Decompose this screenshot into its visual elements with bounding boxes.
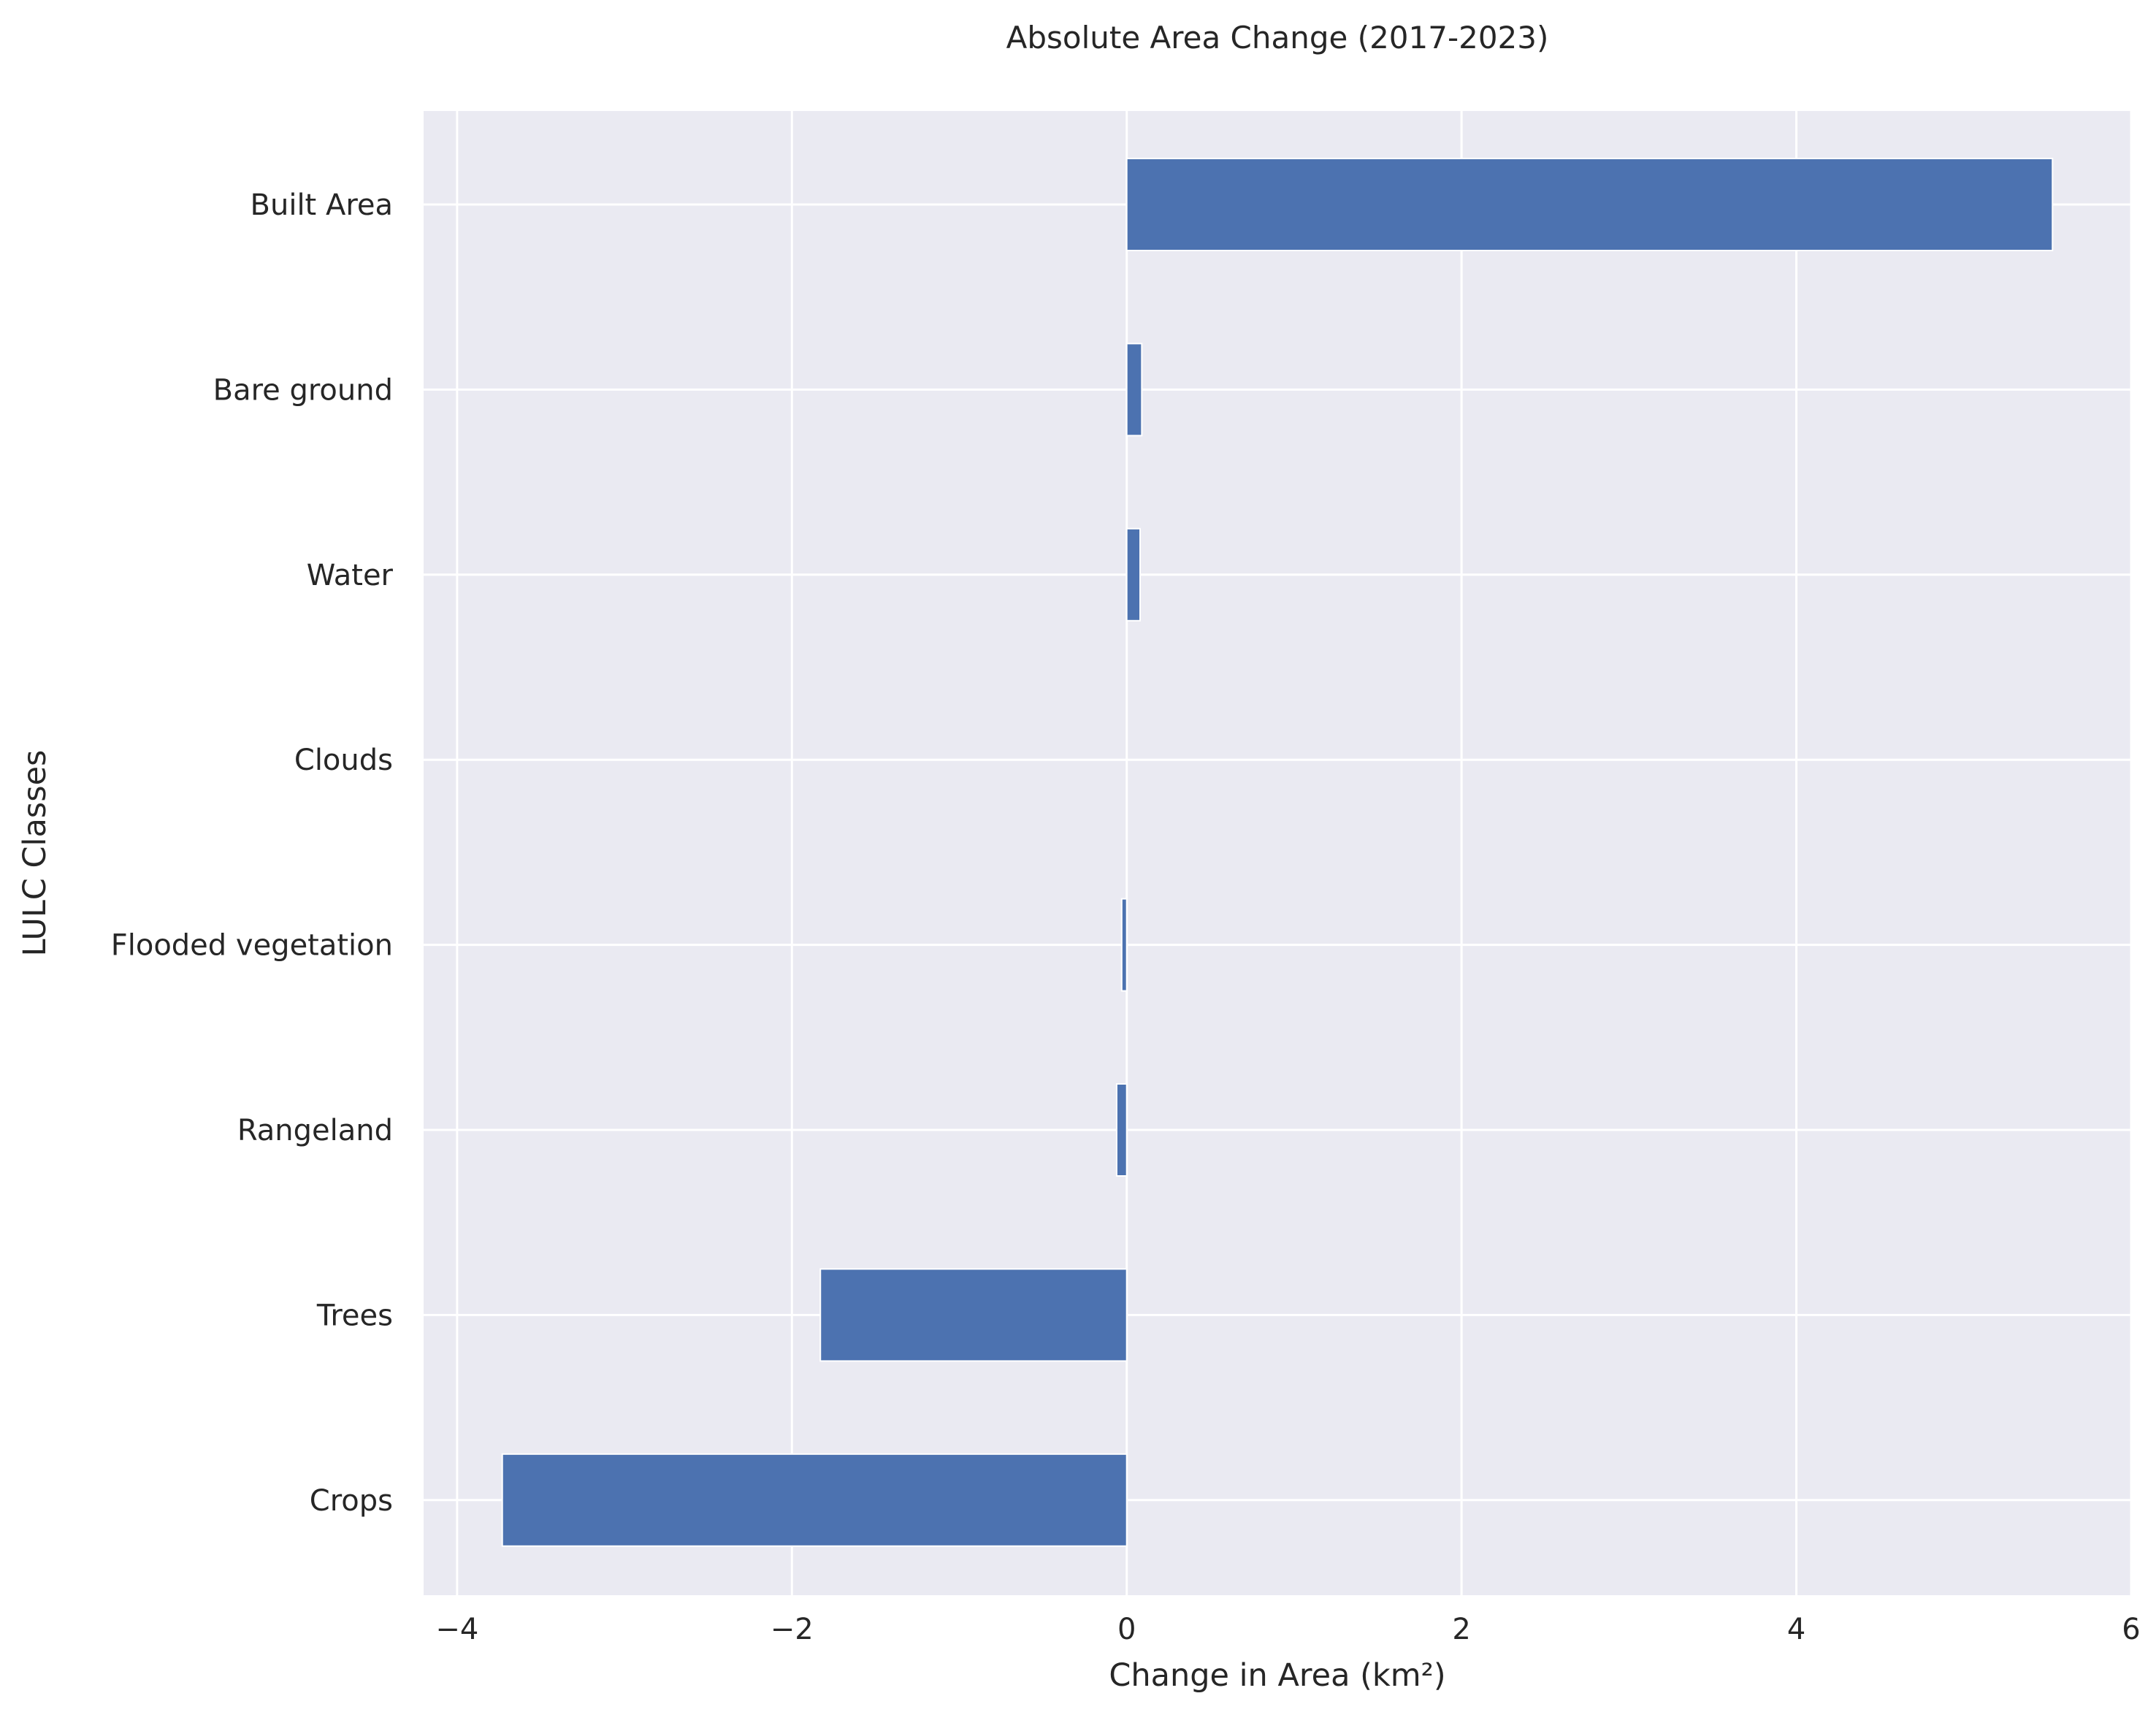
x-tick-labels: −4 −2 0 2 4 6 (435, 1613, 2140, 1646)
y-tick-label: Water (307, 559, 394, 592)
x-tick-label: 4 (1787, 1613, 1805, 1646)
bar-trees (819, 1268, 1128, 1362)
bar-water (1125, 527, 1142, 622)
y-tick-label: Clouds (294, 744, 393, 777)
x-tick-label: 0 (1117, 1613, 1136, 1646)
y-tick-label: Crops (310, 1484, 393, 1518)
x-tick-label: −4 (435, 1613, 478, 1646)
y-tick-label: Bare ground (213, 373, 393, 407)
bar-crops (501, 1453, 1128, 1547)
y-tick-label: Built Area (251, 188, 393, 222)
x-axis-label: Change in Area (km²) (1109, 1657, 1445, 1694)
bar-rangeland (1115, 1083, 1128, 1177)
bar-built-area (1125, 158, 2054, 251)
y-tick-label: Flooded vegetation (111, 929, 393, 963)
x-tick-label: 2 (1452, 1613, 1470, 1646)
bars (501, 158, 2054, 1547)
x-tick-label: 6 (2122, 1613, 2140, 1646)
y-tick-labels: Built Area Bare ground Water Clouds Flooded … (111, 188, 394, 1518)
bar-flooded-vegetation (1120, 898, 1128, 992)
bar-bare-ground (1125, 343, 1143, 437)
plot-area (424, 111, 2131, 1595)
y-tick-label: Rangeland (237, 1114, 393, 1147)
chart-title: Absolute Area Change (2017-2023) (1006, 20, 1549, 56)
y-tick-label: Trees (316, 1299, 393, 1332)
y-axis-label: LULC Classes (17, 750, 53, 957)
x-tick-label: −2 (771, 1613, 814, 1646)
